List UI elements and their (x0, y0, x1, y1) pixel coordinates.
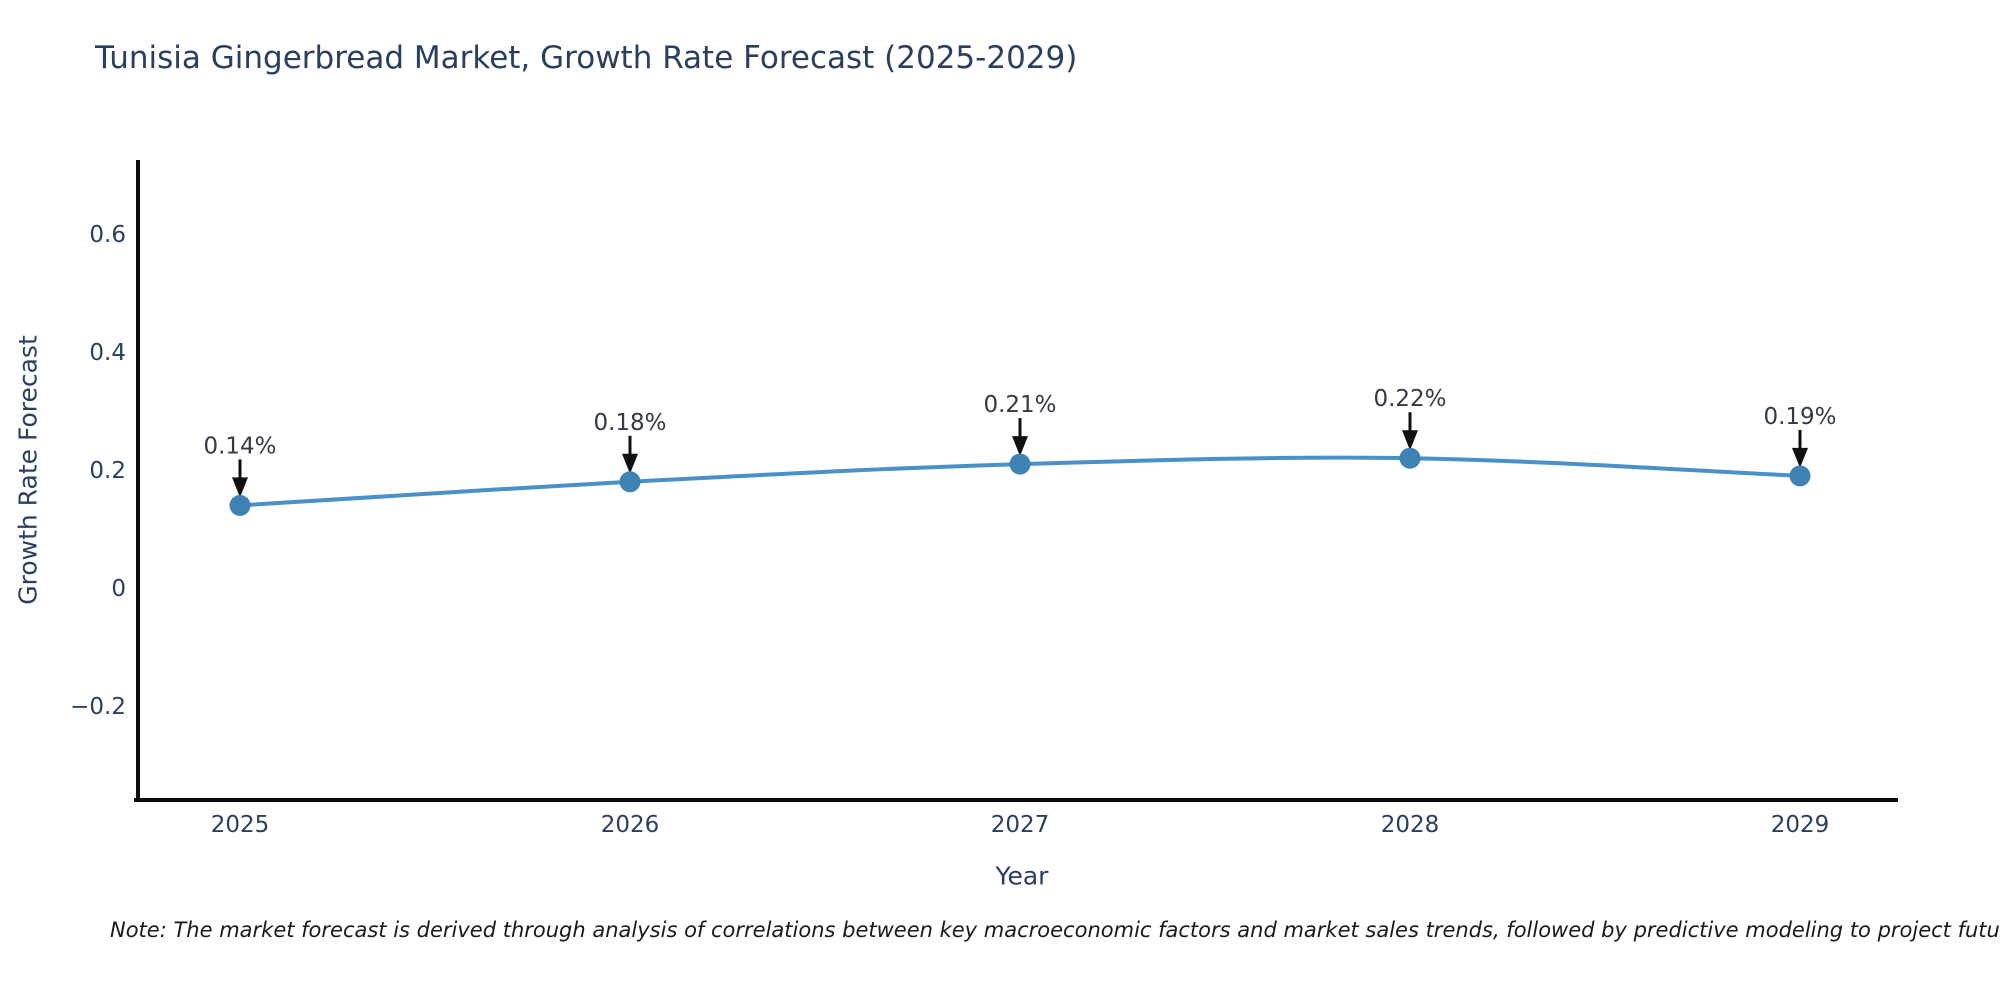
annotation-arrow-head-icon (1402, 430, 1418, 451)
data-point[interactable] (1399, 447, 1421, 469)
y-tick-label: −0.2 (70, 694, 126, 720)
point-annotation-label: 0.18% (593, 410, 666, 436)
y-tick-label: 0 (111, 576, 126, 602)
point-annotation-label: 0.21% (983, 392, 1056, 418)
point-annotation-label: 0.19% (1763, 404, 1836, 430)
footnote: Note: The market forecast is derived thr… (110, 918, 2000, 942)
data-point[interactable] (619, 471, 641, 493)
annotation-arrow-head-icon (622, 453, 638, 474)
data-point[interactable] (229, 494, 251, 516)
data-point[interactable] (1789, 465, 1811, 487)
x-tick-label: 2025 (211, 812, 270, 838)
y-tick-label: 0.6 (89, 222, 126, 248)
point-annotation-label: 0.14% (203, 433, 276, 459)
annotation-arrow-head-icon (1792, 447, 1808, 468)
point-annotation-label: 0.22% (1373, 386, 1446, 412)
annotation-arrow-head-icon (1012, 436, 1028, 457)
x-tick-label: 2029 (1771, 812, 1830, 838)
x-tick-label: 2026 (601, 812, 660, 838)
data-point[interactable] (1009, 453, 1031, 475)
x-tick-label: 2027 (991, 812, 1050, 838)
y-tick-label: 0.2 (89, 458, 126, 484)
y-tick-label: 0.4 (89, 340, 126, 366)
x-axis-title: Year (995, 861, 1049, 891)
chart-title: Tunisia Gingerbread Market, Growth Rate … (95, 40, 1078, 76)
x-tick-label: 2028 (1381, 812, 1440, 838)
y-axis-title: Growth Rate Forecast (13, 335, 43, 605)
annotation-arrow-head-icon (232, 477, 248, 498)
